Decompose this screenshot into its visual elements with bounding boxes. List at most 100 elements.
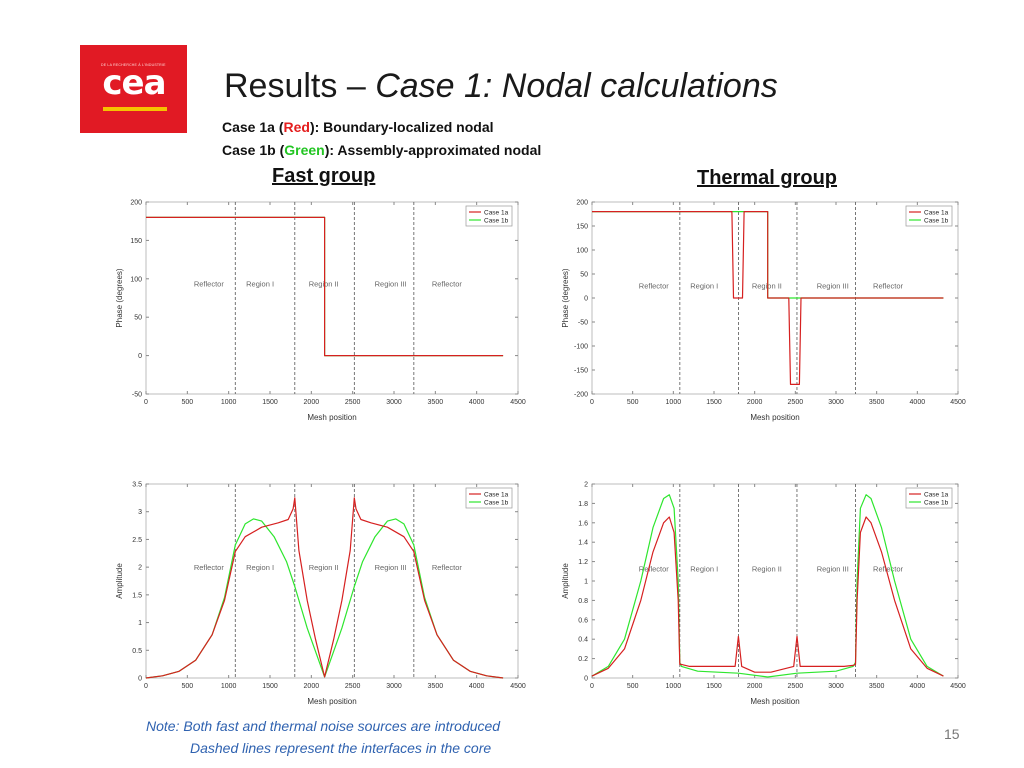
x-tick-label: 2500 xyxy=(788,683,804,690)
title-italic: Case 1: Nodal calculations xyxy=(375,67,778,105)
legend-label: Case 1b xyxy=(924,218,949,225)
x-tick-label: 2000 xyxy=(747,399,763,406)
y-axis-label: Phase (degrees) xyxy=(561,268,570,327)
y-tick-label: 1.8 xyxy=(578,501,588,508)
y-tick-label: 0.6 xyxy=(578,617,588,624)
fast-amplitude-chart: 0 500 1000 1500 2000 2500 3000 3500 4000 4500 0 0.5… xyxy=(115,482,526,707)
x-tick-label: 4500 xyxy=(950,683,966,690)
y-tick-label: -50 xyxy=(132,392,142,399)
region-label: Reflector xyxy=(432,279,463,288)
x-tick-label: 2000 xyxy=(304,683,320,690)
region-label: Region II xyxy=(752,564,782,573)
x-tick-label: 500 xyxy=(627,683,639,690)
x-tick-label: 3000 xyxy=(386,399,402,406)
x-tick-label: 2000 xyxy=(747,683,763,690)
y-tick-label: -200 xyxy=(574,392,588,399)
x-tick-label: 3000 xyxy=(386,683,402,690)
x-tick-label: 500 xyxy=(181,683,193,690)
y-tick-label: 1 xyxy=(138,620,142,627)
series-line xyxy=(146,216,504,357)
legend-label: Case 1a xyxy=(484,210,509,217)
x-tick-label: 1000 xyxy=(666,683,682,690)
y-tick-label: 0 xyxy=(584,296,588,303)
x-tick-label: 4500 xyxy=(950,399,966,406)
x-tick-label: 3000 xyxy=(828,399,844,406)
region-label: Reflector xyxy=(639,564,670,573)
y-tick-label: 150 xyxy=(130,238,142,245)
page-title: Results – Case 1: Nodal calculations xyxy=(224,67,778,106)
y-tick-label: -50 xyxy=(578,320,588,327)
plot-frame xyxy=(145,201,519,395)
x-tick-label: 1500 xyxy=(262,399,278,406)
x-axis-label: Mesh position xyxy=(307,697,356,706)
fast-group-title: Fast group xyxy=(272,165,376,187)
x-tick-label: 3500 xyxy=(869,683,885,690)
legend-label: Case 1b xyxy=(484,218,509,225)
x-tick-label: 1000 xyxy=(221,399,237,406)
y-tick-label: 150 xyxy=(576,224,588,231)
case-1a-start: Case 1a ( xyxy=(222,119,284,135)
plot-frame xyxy=(145,483,519,679)
legend-label: Case 1a xyxy=(924,210,949,217)
x-tick-label: 3500 xyxy=(869,399,885,406)
y-tick-label: 50 xyxy=(580,272,588,279)
y-tick-label: 0 xyxy=(138,353,142,360)
logo-bar xyxy=(103,107,167,111)
x-tick-label: 4000 xyxy=(910,683,926,690)
y-tick-label: 100 xyxy=(130,276,142,283)
case-1a-color: Red xyxy=(283,119,310,135)
x-tick-label: 1500 xyxy=(262,683,278,690)
x-tick-label: 0 xyxy=(590,399,594,406)
y-tick-label: 3.5 xyxy=(132,482,142,489)
legend-box xyxy=(905,487,953,509)
y-tick-label: 1.4 xyxy=(578,540,588,547)
x-tick-label: 2000 xyxy=(304,399,320,406)
legend-label: Case 1a xyxy=(484,492,509,499)
y-tick-label: -100 xyxy=(574,344,588,351)
case-1a-line: Case 1a (Red): Boundary-localized nodal xyxy=(222,119,494,135)
page-number: 15 xyxy=(944,726,960,742)
y-tick-label: 0.2 xyxy=(578,656,588,663)
y-tick-label: 2.5 xyxy=(132,537,142,544)
region-label: Reflector xyxy=(639,281,670,290)
case-1a-end: ): Boundary-localized nodal xyxy=(309,119,494,135)
x-tick-label: 3500 xyxy=(428,399,444,406)
legend-label: Case 1b xyxy=(484,500,509,507)
legend-box xyxy=(905,205,953,227)
series-line xyxy=(145,497,504,679)
legend-box xyxy=(465,205,513,227)
y-tick-label: 0.4 xyxy=(578,637,588,644)
series-line xyxy=(591,494,944,678)
region-label: Region II xyxy=(309,279,339,288)
logo-word: cea xyxy=(102,63,166,103)
region-label: Reflector xyxy=(432,563,463,572)
x-tick-label: 0 xyxy=(144,683,148,690)
y-tick-label: 200 xyxy=(130,200,142,207)
legend-label: Case 1a xyxy=(924,492,949,499)
x-tick-label: 500 xyxy=(627,399,639,406)
x-tick-label: 3500 xyxy=(428,683,444,690)
x-tick-label: 3000 xyxy=(828,683,844,690)
x-tick-label: 1000 xyxy=(666,399,682,406)
series-line xyxy=(591,516,944,677)
y-tick-label: 200 xyxy=(576,200,588,207)
case-1b-start: Case 1b ( xyxy=(222,142,285,158)
region-label: Reflector xyxy=(873,564,904,573)
note-line-1: Note: Both fast and thermal noise source… xyxy=(146,718,501,734)
logo-tagline: DE LA RECHERCHE À L'INDUSTRIE xyxy=(101,63,166,67)
x-tick-label: 1500 xyxy=(706,683,722,690)
region-label: Region III xyxy=(375,563,407,572)
x-tick-label: 4000 xyxy=(910,399,926,406)
case-1b-color: Green xyxy=(284,142,325,158)
legend-label: Case 1b xyxy=(924,500,949,507)
x-tick-label: 4000 xyxy=(469,683,485,690)
region-label: Region III xyxy=(375,279,407,288)
x-tick-label: 1000 xyxy=(221,683,237,690)
y-tick-label: 2 xyxy=(138,565,142,572)
x-axis-label: Mesh position xyxy=(750,697,799,706)
region-label: Region III xyxy=(817,564,849,573)
y-tick-label: 3 xyxy=(138,509,142,516)
y-tick-label: 0 xyxy=(584,676,588,683)
region-label: Reflector xyxy=(194,279,225,288)
x-tick-label: 500 xyxy=(181,399,193,406)
